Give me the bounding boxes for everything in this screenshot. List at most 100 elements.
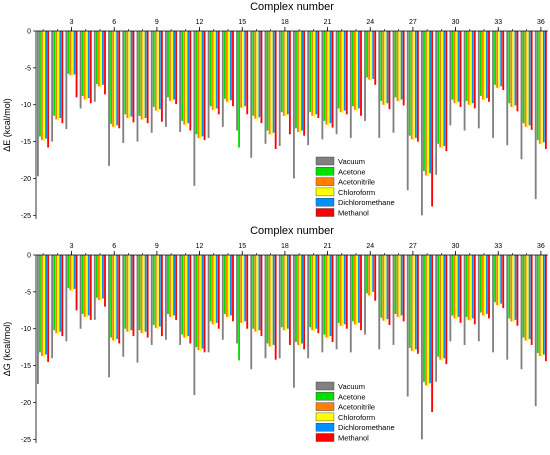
bar-dichloromethane-27 bbox=[414, 31, 417, 138]
bar-dichloromethane-35 bbox=[528, 255, 531, 340]
bar-vacuum-21 bbox=[321, 31, 324, 140]
bar-methanol-1 bbox=[47, 31, 50, 148]
bar-acetone-16 bbox=[252, 255, 255, 329]
bar-dichloromethane-15 bbox=[244, 255, 247, 322]
bar-acetone-12 bbox=[195, 255, 198, 348]
legend-label-chloroform: Chloroform bbox=[338, 413, 375, 422]
bar-acetonitrile-16 bbox=[254, 31, 257, 119]
bar-dichloromethane-8 bbox=[144, 255, 147, 332]
bar-chloroform-28 bbox=[427, 31, 429, 177]
y-tick-label: -25 bbox=[21, 437, 31, 444]
bar-acetonitrile-25 bbox=[382, 31, 385, 105]
bar-chloroform-13 bbox=[213, 255, 216, 326]
bar-acetone-4 bbox=[81, 31, 84, 96]
bar-methanol-31 bbox=[473, 31, 476, 109]
bar-acetonitrile-6 bbox=[112, 255, 115, 341]
bar-acetonitrile-18 bbox=[282, 255, 285, 331]
bar-dichloromethane-18 bbox=[286, 31, 289, 115]
bar-vacuum-24 bbox=[364, 255, 366, 335]
bar-dichloromethane-36 bbox=[542, 255, 545, 355]
bar-acetonitrile-27 bbox=[410, 31, 413, 140]
bar-acetonitrile-17 bbox=[268, 31, 271, 135]
bar-dichloromethane-13 bbox=[215, 255, 218, 323]
bar-acetonitrile-3 bbox=[69, 31, 72, 76]
bar-vacuum-28 bbox=[421, 31, 423, 216]
bar-vacuum-3 bbox=[65, 255, 68, 342]
bar-vacuum-32 bbox=[477, 31, 480, 129]
bar-vacuum-1 bbox=[37, 255, 39, 385]
bar-vacuum-26 bbox=[392, 255, 395, 345]
bar-acetonitrile-33 bbox=[496, 31, 499, 88]
bar-dichloromethane-27 bbox=[414, 255, 417, 350]
bar-acetone-23 bbox=[351, 255, 354, 322]
bar-acetonitrile-10 bbox=[169, 255, 171, 317]
legend-label-dichloromethane: Dichloromethane bbox=[338, 423, 395, 432]
bar-chloroform-12 bbox=[199, 255, 202, 351]
bar-chloroform-27 bbox=[412, 31, 415, 141]
bar-acetone-31 bbox=[465, 31, 468, 102]
bar-methanol-27 bbox=[416, 31, 419, 142]
legend-label-acetonitrile: Acetonitrile bbox=[338, 403, 375, 412]
legend-label-chloroform: Chloroform bbox=[338, 188, 375, 197]
bar-dichloromethane-14 bbox=[230, 255, 232, 316]
bar-acetonitrile-19 bbox=[297, 255, 299, 345]
bar-chloroform-11 bbox=[185, 31, 188, 126]
bar-acetonitrile-4 bbox=[83, 31, 86, 100]
bar-acetone-33 bbox=[494, 255, 496, 303]
bar-dichloromethane-9 bbox=[158, 31, 161, 110]
legend-swatch-vacuum bbox=[315, 381, 335, 391]
bar-dichloromethane-3 bbox=[73, 31, 76, 75]
bar-chloroform-23 bbox=[356, 255, 358, 326]
bar-acetone-31 bbox=[465, 255, 468, 317]
bar-dichloromethane-24 bbox=[372, 31, 375, 79]
bar-chloroform-14 bbox=[228, 31, 230, 103]
bar-vacuum-22 bbox=[335, 31, 338, 135]
bar-dichloromethane-30 bbox=[457, 31, 460, 102]
legend-label-acetone: Acetone bbox=[338, 392, 366, 401]
bar-methanol-6 bbox=[118, 255, 121, 344]
bar-acetonitrile-19 bbox=[297, 31, 299, 132]
bar-acetonitrile-7 bbox=[126, 31, 129, 118]
bar-acetonitrile-14 bbox=[225, 31, 228, 102]
bar-vacuum-13 bbox=[207, 31, 210, 138]
bar-vacuum-20 bbox=[307, 255, 310, 359]
bar-acetone-17 bbox=[266, 255, 269, 344]
bar-vacuum-18 bbox=[278, 31, 281, 147]
legend-label-acetonitrile: Acetonitrile bbox=[338, 178, 375, 187]
bar-acetone-29 bbox=[437, 255, 440, 357]
bar-dichloromethane-24 bbox=[372, 255, 375, 292]
bar-chloroform-29 bbox=[441, 31, 444, 149]
bar-chloroform-30 bbox=[455, 31, 458, 104]
bar-acetonitrile-17 bbox=[268, 255, 271, 347]
bar-methanol-33 bbox=[502, 255, 505, 309]
bar-vacuum-27 bbox=[406, 255, 409, 397]
bar-vacuum-24 bbox=[364, 31, 366, 121]
bar-vacuum-21 bbox=[321, 255, 324, 353]
bar-methanol-11 bbox=[189, 31, 192, 131]
bar-acetone-6 bbox=[110, 31, 112, 124]
bar-chloroform-36 bbox=[540, 31, 543, 145]
bar-methanol-31 bbox=[473, 255, 476, 325]
bar-methanol-13 bbox=[217, 31, 220, 115]
bar-acetone-30 bbox=[451, 255, 454, 316]
bar-methanol-11 bbox=[189, 255, 192, 344]
bar-chloroform-1 bbox=[43, 255, 45, 357]
bar-dichloromethane-20 bbox=[315, 31, 318, 115]
bar-chloroform-6 bbox=[114, 255, 117, 342]
bar-dichloromethane-35 bbox=[528, 31, 531, 126]
bar-chloroform-9 bbox=[156, 255, 159, 329]
bar-vacuum-9 bbox=[150, 255, 153, 345]
bar-acetone-5 bbox=[95, 255, 98, 298]
bar-vacuum-11 bbox=[179, 255, 182, 345]
bar-dichloromethane-1 bbox=[45, 255, 47, 355]
legend-label-vacuum: Vacuum bbox=[338, 382, 365, 391]
x-tick-label: 21 bbox=[324, 19, 332, 26]
bar-acetonitrile-8 bbox=[140, 31, 143, 120]
x-tick-label: 30 bbox=[452, 243, 460, 250]
bar-acetonitrile-9 bbox=[154, 255, 157, 328]
bar-vacuum-31 bbox=[463, 255, 466, 345]
bar-methanol-23 bbox=[360, 255, 362, 331]
bar-acetonitrile-15 bbox=[240, 255, 243, 323]
bar-chloroform-6 bbox=[114, 31, 117, 128]
bar-methanol-26 bbox=[402, 255, 405, 322]
